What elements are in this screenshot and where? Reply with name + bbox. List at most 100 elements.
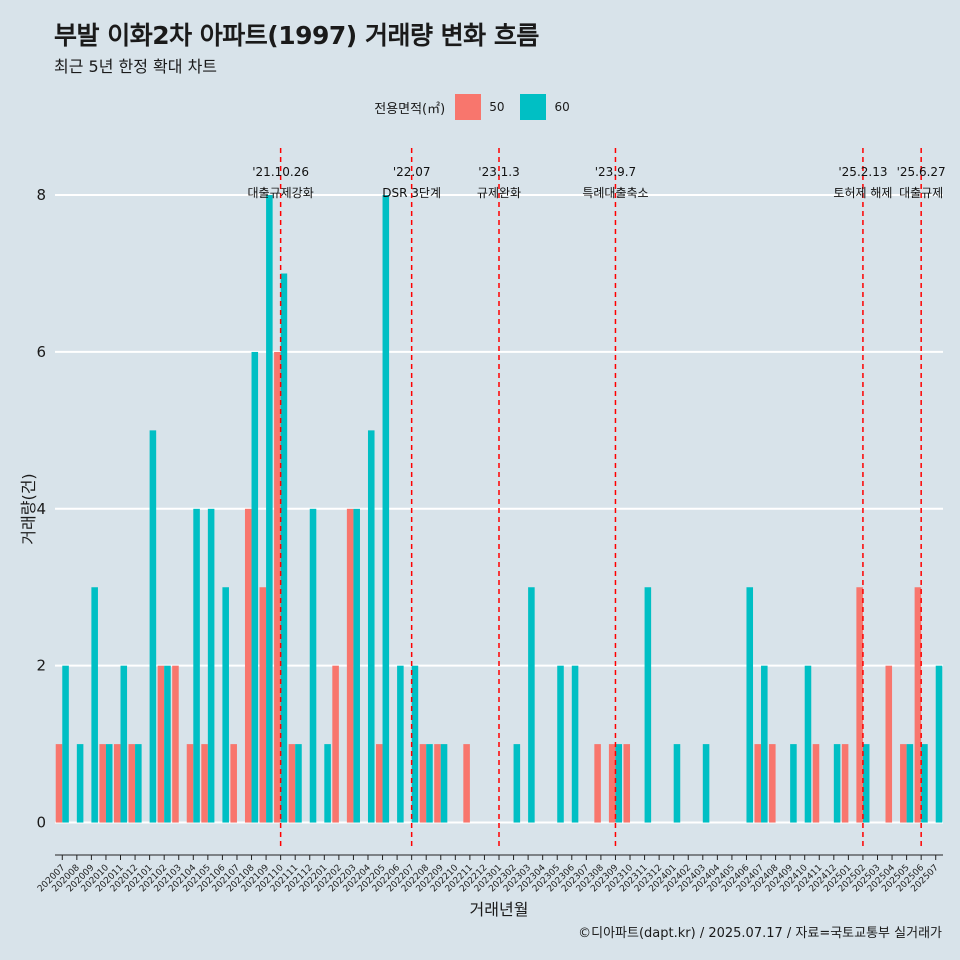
- event-label-0: 대출규제강화: [248, 186, 314, 200]
- bar-50-202407: [754, 744, 762, 823]
- bar-60-202311: [644, 587, 652, 823]
- bar-60-202108: [251, 351, 259, 823]
- bar-60-202106: [222, 587, 229, 823]
- legend-label-50: 50: [489, 100, 505, 114]
- event-label-4: 토허제 해제: [833, 186, 892, 200]
- x-axis-title: 거래년월: [470, 900, 529, 919]
- bar-60-202012: [135, 744, 142, 823]
- bar-60-202206: [397, 665, 404, 823]
- bar-60-202302: [513, 744, 521, 823]
- y-tick-label-4: 4: [36, 500, 46, 518]
- bar-60-202112: [309, 508, 317, 823]
- bar-60-202410: [804, 665, 812, 823]
- bar-50-202103: [172, 665, 179, 823]
- bar-50-202007: [55, 744, 63, 823]
- bar-60-202306: [571, 665, 579, 823]
- bar-60-202101: [149, 430, 157, 823]
- bar-60-202505: [906, 744, 914, 823]
- y-tick-label-6: 6: [36, 343, 46, 361]
- event-date-2: '23.1.3: [478, 165, 519, 179]
- bar-50-202202: [332, 665, 339, 823]
- bar-50-202203: [346, 508, 354, 823]
- bar-50-202502: [856, 587, 863, 823]
- bar-60-202406: [746, 587, 754, 823]
- legend-swatch-60: [520, 94, 547, 120]
- bar-50-202104: [186, 744, 194, 823]
- bar-50-202411: [812, 744, 820, 823]
- bar-50-202102: [157, 665, 165, 823]
- source-caption: ©디아파트(dapt.kr) / 2025.07.17 / 자료=국토교통부 실…: [578, 926, 942, 941]
- legend: 전용면적(㎡) 50 60: [0, 92, 960, 122]
- bar-60-202205: [382, 195, 390, 823]
- bar-60-202403: [702, 744, 710, 823]
- event-date-0: '21.10.26: [252, 165, 309, 179]
- bar-50-202010: [99, 744, 106, 823]
- legend-title: 전용면적(㎡): [374, 101, 446, 117]
- event-label-1: DSR 3단계: [382, 186, 441, 200]
- bar-60-202401: [673, 744, 681, 823]
- bar-60-202407: [761, 665, 768, 823]
- bar-60-202203: [353, 508, 360, 823]
- bar-50-202308: [594, 744, 601, 823]
- bar-60-202305: [557, 665, 564, 823]
- event-label-3: 특례대출축소: [582, 186, 648, 200]
- bar-60-202502: [862, 744, 870, 823]
- bar-60-202105: [207, 508, 215, 823]
- y-axis-title: 거래량(건): [19, 473, 38, 544]
- bar-50-202505: [900, 744, 907, 823]
- bar-50-202111: [288, 744, 296, 823]
- bar-50-202011: [113, 744, 121, 823]
- bar-50-202107: [230, 744, 237, 823]
- event-label-5: 대출규제: [899, 186, 943, 200]
- legend-swatch-50: [455, 94, 482, 120]
- bar-60-202208: [426, 744, 433, 823]
- legend-item-50: 50: [455, 94, 512, 120]
- bar-50-202211: [463, 744, 470, 823]
- bar-60-202008: [76, 744, 84, 823]
- bar-60-202007: [62, 665, 69, 823]
- y-tick-label-0: 0: [36, 814, 46, 832]
- y-tick-label-8: 8: [36, 186, 46, 204]
- event-date-3: '23.9.7: [595, 165, 636, 179]
- bar-60-202011: [120, 665, 128, 823]
- legend-item-60: 60: [520, 94, 577, 120]
- bar-60-202109: [266, 195, 273, 823]
- bar-50-202408: [769, 744, 776, 823]
- bar-50-202205: [375, 744, 383, 823]
- bar-50-202506: [914, 587, 922, 823]
- event-date-4: '25.2.13: [838, 165, 887, 179]
- bar-50-202208: [419, 744, 427, 823]
- event-label-2: 규제완화: [477, 186, 521, 200]
- legend-label-60: 60: [554, 100, 570, 114]
- bar-60-202303: [528, 587, 535, 823]
- bar-50-202309: [608, 744, 616, 823]
- bar-60-202010: [105, 744, 113, 823]
- bar-50-202209: [434, 744, 441, 823]
- bar-60-202409: [790, 744, 797, 823]
- chart-title: 부발 이화2차 아파트(1997) 거래량 변화 흐름: [54, 21, 539, 50]
- bar-60-202412: [833, 744, 841, 823]
- chart-subtitle: 최근 5년 한정 확대 차트: [54, 57, 218, 76]
- bar-60-202201: [324, 744, 331, 823]
- event-date-1: '22.07: [393, 165, 431, 179]
- bar-60-202111: [295, 744, 302, 823]
- bar-50-202310: [623, 744, 631, 823]
- bar-50-202504: [885, 665, 893, 823]
- bar-50-202110: [274, 351, 281, 823]
- bar-60-202204: [367, 430, 375, 823]
- bar-60-202309: [615, 744, 623, 823]
- bar-60-202207: [411, 665, 419, 823]
- bar-50-202109: [259, 587, 267, 823]
- bar-60-202102: [164, 665, 171, 823]
- event-date-5: '25.6.27: [897, 165, 946, 179]
- y-tick-label-2: 2: [36, 657, 46, 675]
- bar-50-202105: [201, 744, 208, 823]
- bar-60-202506: [921, 744, 928, 823]
- bar-60-202009: [91, 587, 98, 823]
- bar-60-202110: [280, 273, 288, 823]
- bar-60-202209: [440, 744, 448, 823]
- bar-50-202501: [841, 744, 849, 823]
- bar-60-202507: [935, 665, 943, 823]
- bar-50-202012: [128, 744, 136, 823]
